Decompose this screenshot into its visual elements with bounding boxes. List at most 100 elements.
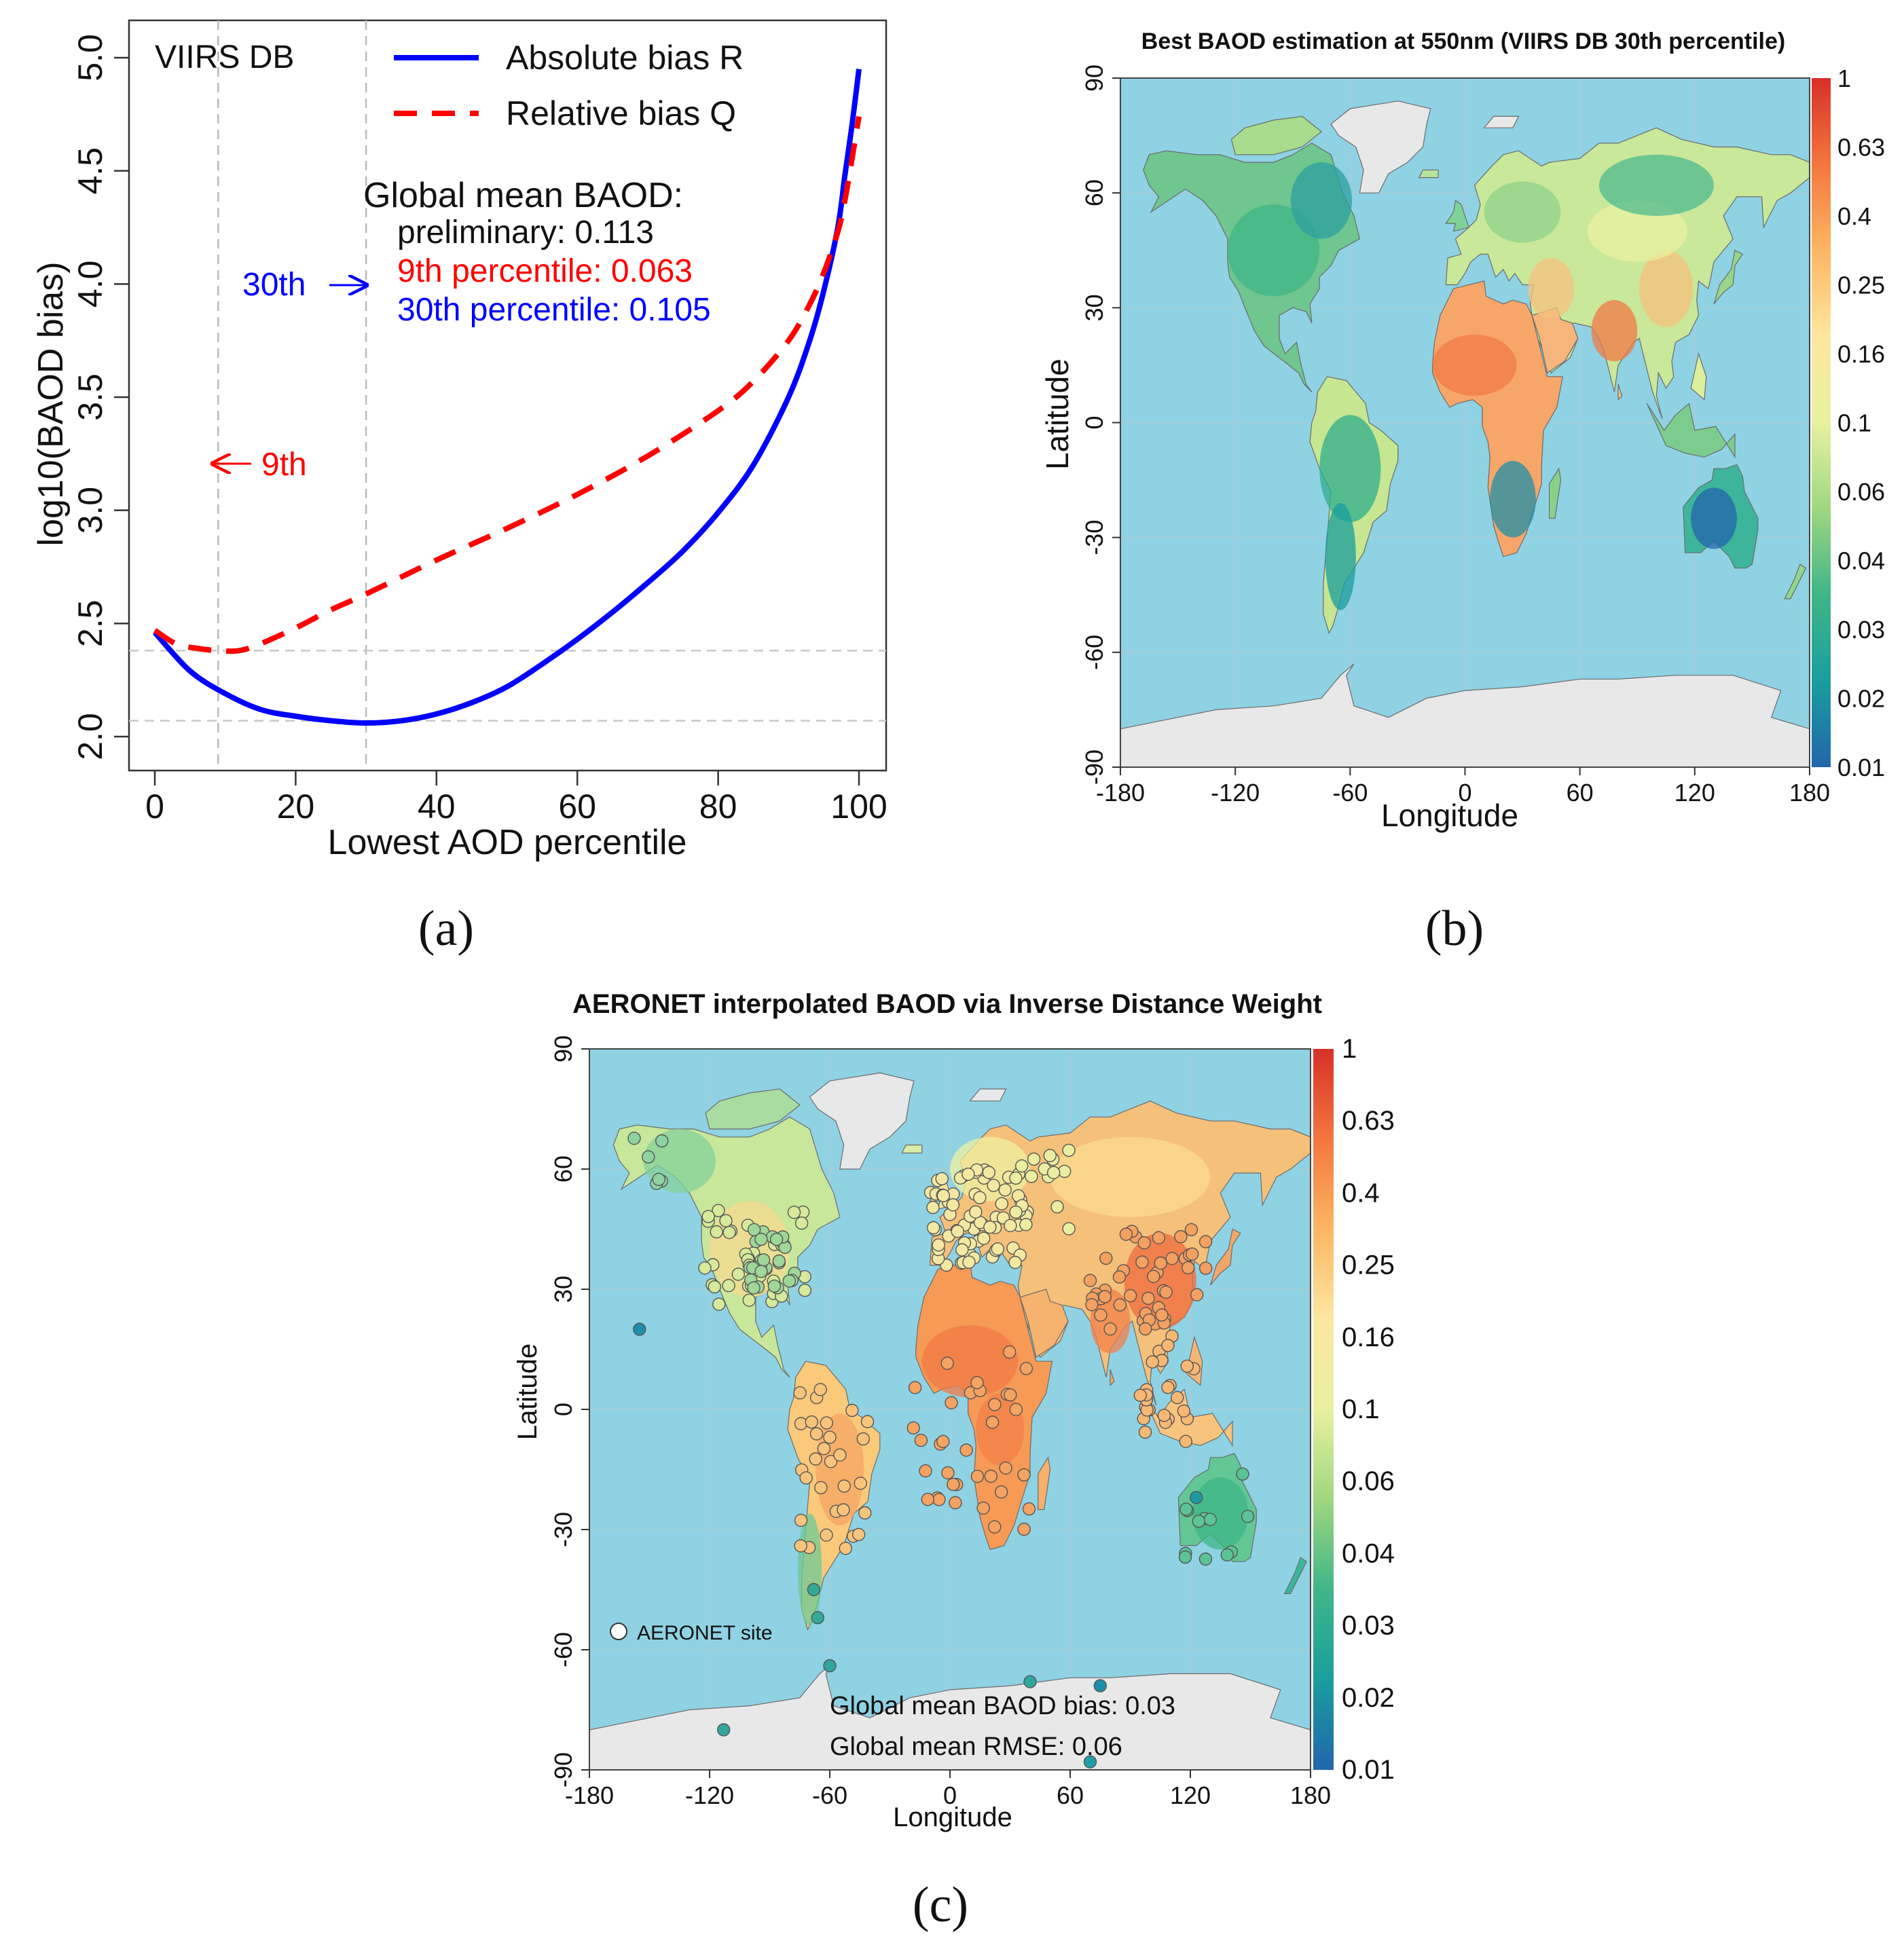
aeronet-site-marker (1008, 1255, 1022, 1270)
colorbar-tick-label: 0.06 (1342, 1466, 1395, 1496)
aeronet-site-marker (1152, 1231, 1166, 1244)
aeronet-site-marker (1138, 1322, 1152, 1336)
aeronet-site-marker (854, 1477, 868, 1490)
colorbar-tick-label: 0.02 (1342, 1683, 1395, 1713)
colorbar-tick-label: 1 (1837, 64, 1851, 92)
aeronet-site-marker (747, 1281, 761, 1295)
aeronet-site-marker (1161, 1339, 1175, 1352)
panel-c-map: AERONET interpolated BAOD via Inverse Di… (513, 989, 1395, 1832)
aeronet-site-marker (833, 1448, 847, 1462)
aeronet-site-marker (1154, 1256, 1168, 1270)
colorbar-tick-label: 0.63 (1342, 1106, 1395, 1136)
aeronet-site-marker (1057, 1164, 1072, 1179)
x-tick-label: 0 (145, 788, 164, 826)
aeronet-site-marker (805, 1415, 819, 1429)
aeronet-site-marker (988, 1398, 1002, 1411)
land-iceland (901, 1144, 923, 1154)
aeronet-site-marker (987, 1179, 1000, 1192)
x-tick-label: -120 (685, 1781, 734, 1809)
x-tick-label: -180 (1096, 779, 1145, 807)
panel-b-map: Best BAOD estimation at 550nm (VIIRS DB … (1040, 29, 1885, 833)
legend-site-icon (610, 1623, 627, 1640)
arrow-9th-label: 9th (261, 447, 307, 483)
x-tick-label: 180 (1290, 1781, 1331, 1809)
y-tick-label: 30 (1080, 294, 1108, 321)
x-tick-label: 0 (1458, 779, 1471, 807)
x-axis: 0 20 40 60 80 100 (145, 770, 887, 826)
x-tick-label: 180 (1789, 779, 1830, 807)
aeronet-site-marker (1181, 1261, 1195, 1275)
aeronet-site-marker (1019, 1217, 1033, 1232)
aeronet-site-marker (837, 1479, 851, 1493)
aeronet-site-marker (1019, 1362, 1033, 1375)
x-tick-label: -180 (565, 1781, 614, 1809)
land-color-patch (1587, 200, 1687, 262)
land-arcticIslands (1230, 115, 1322, 155)
aeronet-site-marker (820, 1416, 834, 1430)
aeronet-site-marker (1180, 1359, 1194, 1373)
colorbar-tick-label: 0.4 (1837, 202, 1871, 230)
y-tick-label: 5.0 (71, 34, 109, 81)
aeronet-site-marker (1119, 1227, 1133, 1241)
aeronet-site-marker (772, 1254, 786, 1268)
aeronet-site-marker (627, 1131, 641, 1145)
colorbar-tick-label: 0.16 (1837, 340, 1885, 368)
land-color-patch (1325, 502, 1356, 610)
land-japan (1209, 1228, 1241, 1286)
aeronet-site-marker (839, 1541, 853, 1555)
aeronet-site-marker (719, 1214, 733, 1227)
land-arcticIslands (705, 1088, 801, 1130)
y-tick-label: 90 (1080, 64, 1108, 92)
aeronet-site-marker (787, 1205, 801, 1219)
aeronet-site-marker (1083, 1755, 1097, 1769)
map-title: AERONET interpolated BAOD via Inverse Di… (572, 989, 1322, 1019)
colorbar-tick-label: 0.25 (1837, 272, 1885, 299)
x-tick-label: 60 (558, 788, 596, 826)
aeronet-site-marker (1113, 1298, 1127, 1312)
aeronet-site-marker (716, 1723, 731, 1737)
aeronet-site-marker (1027, 1152, 1041, 1166)
aeronet-site-marker (813, 1383, 827, 1396)
y-tick-label: 30 (549, 1276, 577, 1303)
aeronet-site-marker (970, 1469, 985, 1483)
aeronet-site-marker (987, 1520, 1002, 1534)
aeronet-site-marker (1050, 1200, 1064, 1214)
panel-label-c: (c) (913, 1877, 968, 1933)
aeronet-site-marker (947, 1477, 960, 1492)
aeronet-site-marker (1043, 1149, 1057, 1162)
aeronet-site-marker (1083, 1274, 1097, 1287)
aeronet-site-marker (852, 1528, 866, 1542)
aeronet-site-marker (712, 1204, 725, 1217)
aeronet-site-marker (1103, 1322, 1117, 1336)
land-svalbard (969, 1088, 1007, 1102)
aeronet-site-marker (926, 1200, 940, 1215)
aeronet-site-marker (1046, 1166, 1061, 1179)
x-axis-label: Longitude (1381, 798, 1518, 833)
legend-label-absolute: Absolute bias R (506, 39, 744, 77)
aeronet-site-marker (1179, 1435, 1193, 1448)
rmse-annotation: Global mean RMSE: 0.06 (830, 1733, 1122, 1761)
land-sriLanka (1110, 1369, 1115, 1387)
y-tick-label: 0 (549, 1403, 577, 1416)
land-greenland (1330, 100, 1431, 193)
aeronet-site-marker (949, 1496, 962, 1510)
aeronet-site-marker (1179, 1502, 1193, 1516)
aeronet-site-marker (1190, 1491, 1203, 1504)
colorbar-tick-label: 0.25 (1342, 1251, 1395, 1280)
y-tick-label: -60 (549, 1632, 577, 1667)
preliminary-value: preliminary: 0.113 (397, 215, 654, 251)
colorbar-ticks: 1 0.63 0.4 0.25 0.16 0.1 0.06 0.04 0.03 0.02 0.01 (1342, 1034, 1395, 1785)
land-color-patch (1432, 334, 1517, 396)
aeronet-site-marker (1014, 1159, 1029, 1173)
colorbar-tick-label: 0.16 (1342, 1322, 1395, 1352)
land-color-patch (1192, 1477, 1249, 1550)
colorbar-tick-label: 0.03 (1837, 616, 1885, 644)
aeronet-site-marker (1185, 1247, 1199, 1261)
aeronet-sites (627, 1131, 1255, 1769)
aeronet-site-marker (946, 1198, 960, 1212)
aeronet-site-marker (1155, 1308, 1169, 1322)
aeronet-site-marker (935, 1172, 949, 1186)
aeronet-site-marker (1198, 1235, 1213, 1248)
aeronet-site-marker (731, 1267, 746, 1281)
